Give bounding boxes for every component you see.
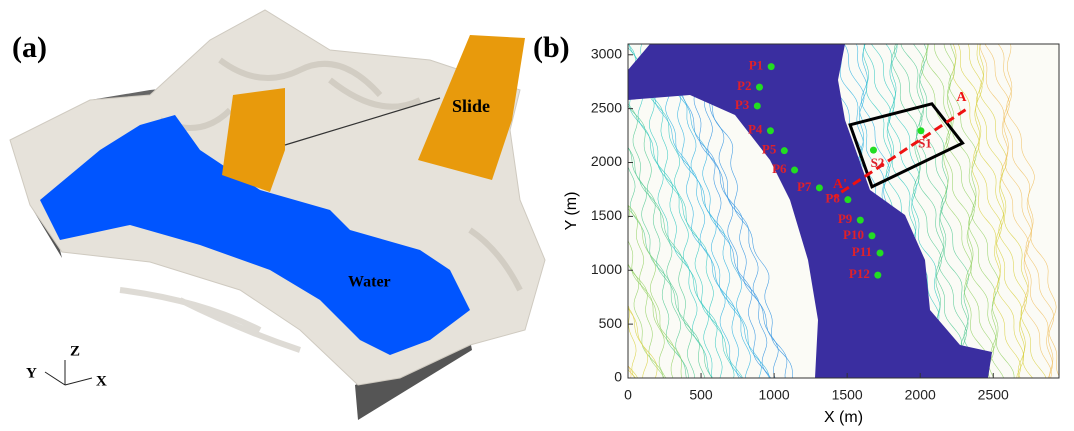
axis-arrow: [65, 378, 92, 385]
y-tick-label: 2500: [591, 99, 622, 115]
y-axis-label: Y (m): [563, 192, 580, 231]
slide-point: [870, 147, 877, 154]
x-tick-label: 2500: [978, 387, 1009, 403]
probe-label: P6: [772, 161, 787, 176]
section-label: A: [956, 90, 967, 105]
panel-label: (a): [12, 31, 47, 64]
y-tick-label: 0: [614, 369, 622, 385]
slide-point-label: S1: [918, 136, 932, 151]
slide-point-label: S2: [871, 155, 885, 170]
x-tick-label: 2000: [905, 387, 936, 403]
slide-label: Slide: [452, 96, 490, 116]
probe-label: P3: [735, 97, 750, 112]
probe-point: [868, 232, 875, 239]
figure: (a) Slide Water Z Y X 0 500 1000 1500 2000 25…: [0, 0, 1074, 431]
probe-label: P5: [762, 142, 777, 157]
probe-label: P9: [838, 211, 853, 226]
probe-label: P4: [748, 122, 763, 137]
probe-point: [816, 184, 823, 191]
y-tick-label: 3000: [591, 45, 622, 61]
probe-point: [768, 63, 775, 70]
probe-point: [877, 250, 884, 257]
probe-point: [754, 102, 761, 109]
y-tick-label: 2000: [591, 153, 622, 169]
x-axis-label: X (m): [824, 409, 863, 426]
probe-label: P10: [843, 227, 864, 242]
slide-point: [917, 127, 924, 134]
contour-line: [538, 39, 639, 383]
probe-point: [791, 167, 798, 174]
probe-label: P11: [852, 244, 872, 259]
axis-arrow: [45, 372, 65, 385]
x-tick-label: 1500: [832, 387, 863, 403]
probe-label: P8: [825, 191, 840, 206]
probe-point: [857, 217, 864, 224]
panel-label: (b): [533, 31, 570, 64]
x-tick-label: 0: [624, 387, 632, 403]
y-tick-label: 1500: [591, 207, 622, 223]
axis-z-label: Z: [70, 343, 80, 359]
y-tick-label: 1000: [591, 261, 622, 277]
probe-point: [756, 84, 763, 91]
axis-x-label: X: [96, 373, 107, 389]
probe-point: [844, 196, 851, 203]
probe-label: P12: [849, 266, 870, 281]
terrain-panel: (a) Slide Water Z Y X: [10, 10, 545, 420]
probe-label: P2: [737, 78, 751, 93]
probe-point: [781, 147, 788, 154]
probe-label: P1: [749, 58, 763, 73]
x-tick-label: 1000: [759, 387, 790, 403]
probe-label: P7: [797, 179, 812, 194]
probe-point: [767, 127, 774, 134]
probe-point: [874, 272, 881, 279]
axis-y-label: Y: [26, 365, 37, 381]
x-tick-label: 500: [689, 387, 713, 403]
water-label: Water: [348, 274, 391, 291]
y-tick-label: 500: [599, 315, 623, 331]
